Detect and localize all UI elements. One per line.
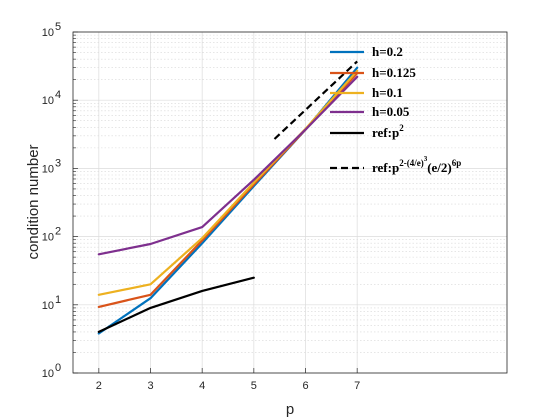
y-axis-label: condition number <box>25 144 42 259</box>
legend: h=0.2h=0.125h=0.1h=0.05ref:p2ref:p2-(4/e… <box>330 44 461 175</box>
axes-box <box>72 31 508 374</box>
plot-area <box>73 32 507 373</box>
x-tick-label: 2 <box>96 380 102 392</box>
minor-grid <box>73 34 507 353</box>
x-tick-label: 6 <box>302 380 308 392</box>
series-layer <box>97 60 359 335</box>
legend-label-tail: (e/2) <box>427 160 452 175</box>
y-tick-label-exponent: 1 <box>55 294 61 306</box>
legend-label-sup: 2 <box>399 123 404 133</box>
y-tick-label-base: 10 <box>42 163 54 175</box>
series-line-3 <box>97 69 359 296</box>
legend-label-3: h=0.1 <box>372 85 403 100</box>
legend-label-2: h=0.125 <box>372 65 416 80</box>
x-tick-label: 7 <box>354 380 360 392</box>
y-tick-label-base: 10 <box>42 27 54 39</box>
y-tick-label-exponent: 4 <box>55 89 61 101</box>
legend-label-1: h=0.2 <box>372 44 403 59</box>
x-tick-label: 3 <box>147 380 153 392</box>
y-tick-label-base: 10 <box>42 232 54 244</box>
y-tick-label-base: 10 <box>42 368 54 380</box>
y-tick-label-exponent: 3 <box>55 157 61 169</box>
series-line-5 <box>97 276 255 333</box>
y-tick-label-base: 10 <box>42 300 54 312</box>
ticks-layer <box>73 31 358 374</box>
legend-label-text: ref:p <box>372 160 399 175</box>
series-line-6 <box>273 60 358 140</box>
y-tick-label-exponent: 2 <box>55 226 61 238</box>
x-tick-label: 4 <box>199 380 205 392</box>
x-tick-labels: 2 3 4 5 6 7 <box>96 380 360 392</box>
legend-label-text: h=0.2 <box>372 44 403 59</box>
y-tick-label-exponent: 5 <box>55 21 61 33</box>
legend-label-sup: 2-(4/e) <box>399 158 424 168</box>
legend-label-5: ref:p2 <box>372 123 404 140</box>
legend-label-text: h=0.1 <box>372 85 403 100</box>
legend-label-text: h=0.05 <box>372 104 410 119</box>
legend-label-sup2: 3 <box>424 155 428 163</box>
series-line-4 <box>97 75 359 256</box>
legend-label-text: ref:p <box>372 125 399 140</box>
x-axis-label: p <box>286 401 294 418</box>
legend-label-6: ref:p2-(4/e)3(e/2)6p <box>372 155 461 175</box>
legend-label-tail-sup: 6p <box>452 158 462 168</box>
legend-label-4: h=0.05 <box>372 104 410 119</box>
legend-label-text: h=0.125 <box>372 65 416 80</box>
x-tick-label: 5 <box>251 380 257 392</box>
y-tick-label-base: 10 <box>42 95 54 107</box>
y-tick-label-exponent: 0 <box>55 362 61 374</box>
